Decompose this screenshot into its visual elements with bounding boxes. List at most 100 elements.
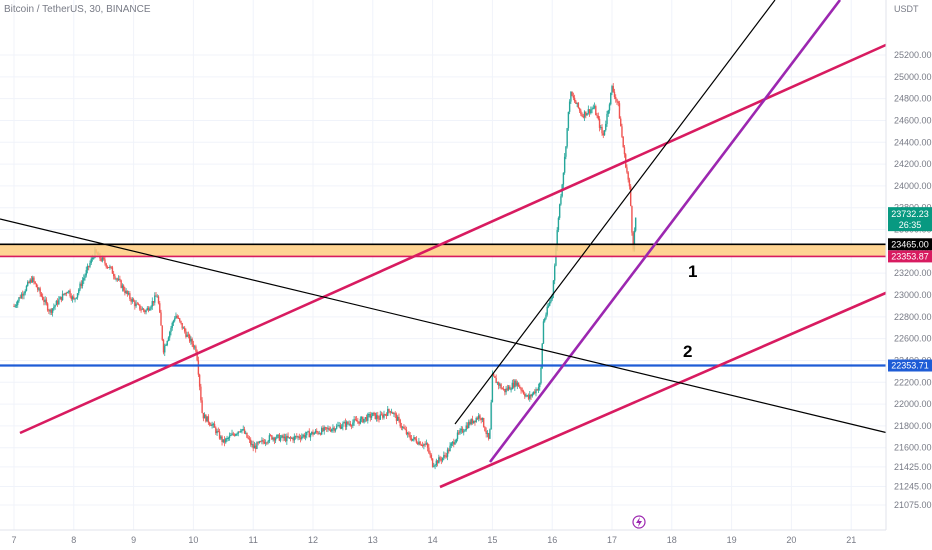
candle-body <box>586 113 588 116</box>
candle-body <box>71 296 74 300</box>
candle-body <box>228 435 231 438</box>
candle-body <box>33 277 35 282</box>
candle-body <box>603 130 606 136</box>
candle-body <box>552 280 555 295</box>
candle-body <box>225 438 227 443</box>
candle-body <box>151 301 153 307</box>
candle-body <box>248 438 251 440</box>
candle-body <box>196 351 198 361</box>
candle-body <box>406 432 409 435</box>
candle-body <box>492 373 495 377</box>
candle-body <box>418 441 420 445</box>
candle-body <box>628 179 631 187</box>
candle-body <box>30 279 33 283</box>
candle-body <box>221 436 223 442</box>
candle-body <box>455 439 457 443</box>
candle-body <box>157 296 160 304</box>
candle-body <box>510 389 512 391</box>
y-tick-label: 21425.00 <box>894 462 932 472</box>
candle-body <box>572 95 575 98</box>
candle-body <box>458 432 460 434</box>
candle-body <box>345 421 348 427</box>
candle-body <box>152 301 155 303</box>
candle-body <box>608 104 611 111</box>
candle-body <box>139 304 141 310</box>
candle-body <box>81 280 84 286</box>
candle-body <box>287 435 289 438</box>
candle-body <box>64 292 66 295</box>
candle-body <box>445 455 448 457</box>
candle-body <box>474 420 476 423</box>
y-tick-label: 21245.00 <box>894 481 932 491</box>
candle-body <box>272 437 274 440</box>
candle-body <box>79 283 81 290</box>
candle-body <box>439 457 441 460</box>
candle-body <box>590 109 592 114</box>
candle-body <box>107 267 110 269</box>
candle-body <box>34 281 36 284</box>
candle-body <box>512 382 515 388</box>
candle-body <box>404 428 406 430</box>
candle-body <box>160 312 162 326</box>
candle-body <box>281 435 283 438</box>
candle-body <box>501 388 504 390</box>
candle-body <box>149 308 151 311</box>
candle-body <box>394 413 396 415</box>
candle-body <box>257 442 259 444</box>
candle-body <box>15 304 18 306</box>
candle-body <box>171 322 173 328</box>
candle-body <box>506 388 509 390</box>
candle-body <box>587 109 590 114</box>
candle-body <box>49 309 51 312</box>
trendline-black-up <box>454 0 776 425</box>
candle-body <box>74 298 76 300</box>
candle-body <box>421 445 424 447</box>
candle-body <box>374 412 376 419</box>
candle-body <box>595 106 597 116</box>
candle-body <box>193 346 196 348</box>
candle-body <box>570 91 572 102</box>
candle-body <box>50 309 53 313</box>
candle-body <box>573 97 576 102</box>
candle-body <box>24 290 26 294</box>
y-tick-label: 24400.00 <box>894 137 932 147</box>
x-tick-label: 20 <box>786 535 796 545</box>
candle-body <box>337 425 339 427</box>
candle-body <box>112 273 115 277</box>
candle-body <box>212 423 215 425</box>
candle-body <box>65 292 68 294</box>
candle-body <box>156 296 158 298</box>
candle-body <box>245 432 247 434</box>
candle-body <box>180 320 182 323</box>
candle-body <box>489 429 491 439</box>
candle-body <box>425 443 428 445</box>
y-tick-label: 25200.00 <box>894 50 932 60</box>
candle-body <box>145 310 147 313</box>
candle-body <box>375 415 378 419</box>
candle-body <box>155 295 157 297</box>
candle-body <box>500 384 502 389</box>
candle-body <box>35 283 38 288</box>
candle-body <box>313 432 315 435</box>
y-tick-label: 24000.00 <box>894 181 932 191</box>
candle-body <box>324 427 327 429</box>
candle-body <box>243 429 246 434</box>
candle-body <box>46 303 49 311</box>
candle-body <box>556 230 558 248</box>
candle-body <box>215 427 217 434</box>
chart-title: Bitcoin / TetherUS, 30, BINANCE <box>4 4 151 15</box>
candle-body <box>399 419 401 427</box>
y-tick-label: 23000.00 <box>894 290 932 300</box>
candle-body <box>491 373 494 403</box>
candle-body <box>187 334 190 336</box>
candle-body <box>443 455 445 458</box>
candle-body <box>207 416 210 423</box>
candle-body <box>382 414 384 418</box>
candle-body <box>332 427 334 430</box>
candle-body <box>476 417 479 419</box>
candle-body <box>258 441 261 443</box>
candle-body <box>159 303 161 313</box>
